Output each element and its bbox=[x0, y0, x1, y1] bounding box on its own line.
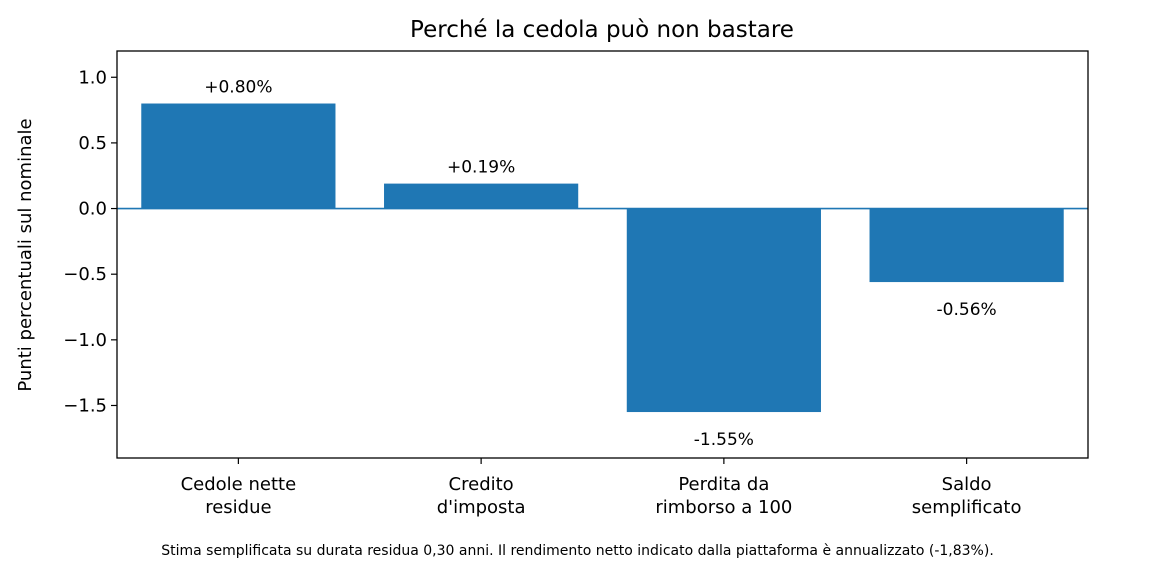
y-tick-label: −1.5 bbox=[63, 395, 107, 416]
bar-1 bbox=[384, 183, 579, 209]
data-label-2: -1.55% bbox=[694, 430, 754, 450]
plot-frame bbox=[116, 50, 1089, 459]
bar-3 bbox=[869, 208, 1064, 283]
footnote: Stima semplificata su durata residua 0,3… bbox=[161, 543, 994, 559]
x-tick-label: Cedole nette residue bbox=[181, 474, 297, 518]
x-tick-label: Credito d'imposta bbox=[437, 474, 526, 518]
y-tick-label: 0.5 bbox=[78, 133, 107, 154]
y-tick-label: −1.0 bbox=[63, 330, 107, 351]
y-tick-label: 0.0 bbox=[78, 199, 107, 220]
y-axis-label: Punti percentuali sul nominale bbox=[15, 118, 36, 391]
y-tick-label: 1.0 bbox=[78, 67, 107, 88]
y-tick-label: −0.5 bbox=[63, 264, 107, 285]
x-tick-label: Perdita da rimborso a 100 bbox=[655, 474, 792, 518]
bar-2 bbox=[626, 208, 821, 413]
bar-0 bbox=[141, 103, 336, 209]
data-label-0: +0.80% bbox=[204, 78, 272, 98]
data-label-1: +0.19% bbox=[447, 158, 515, 178]
x-tick-label: Saldo semplificato bbox=[912, 474, 1022, 518]
chart-title: Perché la cedola può non bastare bbox=[410, 17, 794, 43]
data-label-3: -0.56% bbox=[937, 300, 997, 320]
